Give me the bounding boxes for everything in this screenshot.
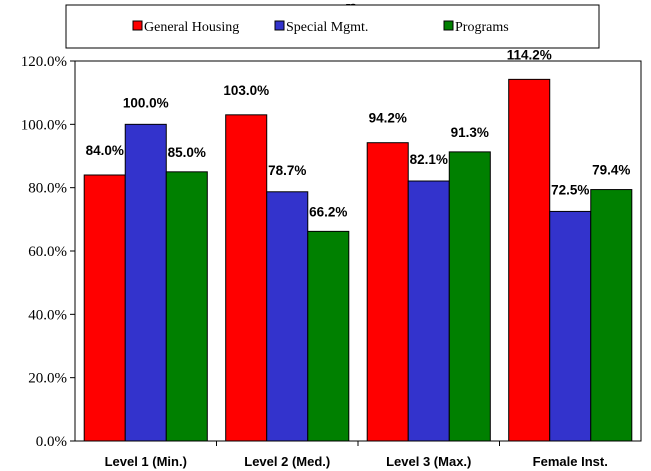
data-label: 103.0% [223,83,269,98]
bar-programs [590,189,633,442]
bar-special-mgmt [407,180,450,442]
data-label: 72.5% [551,182,589,197]
bar-general-housing [225,114,268,442]
bars [83,78,633,442]
x-tick-label: Female Inst. [533,454,608,469]
legend-box [65,4,600,49]
legend-swatch [443,20,454,31]
data-label: 85.0% [168,145,206,160]
bar-special-mgmt [266,191,309,442]
legend: General Housing Special Mgmt. Programs [132,20,509,35]
y-axis: 0.0% 20.0% 40.0% 60.0% 80.0% 100.0% 120.0% [21,54,75,450]
y-tick-label: 60.0% [28,244,67,260]
bar-general-housing [508,78,551,442]
data-label: 100.0% [123,95,169,110]
legend-swatch [274,20,285,31]
data-label: 114.2% [507,47,552,62]
bar-programs [307,230,350,442]
legend-label: Programs [455,20,509,35]
data-label: 79.4% [592,163,630,178]
bar-programs [165,171,208,442]
x-tick-label: Level 1 (Min.) [105,454,187,469]
bar-general-housing [366,142,409,442]
x-tick-label: Level 2 (Med.) [244,454,330,469]
bar-general-housing [83,174,126,442]
y-tick-label: 80.0% [28,181,67,197]
y-tick-label: 100.0% [21,117,67,133]
legend-label: Special Mgmt. [286,20,368,35]
data-label: 66.2% [309,204,347,219]
data-label: 82.1% [410,152,448,167]
data-label: 94.2% [369,111,407,126]
x-tick-label: Level 3 (Max.) [386,454,471,469]
data-label: 78.7% [268,163,306,178]
bar-special-mgmt [549,210,592,442]
data-label: 91.3% [451,125,489,140]
y-tick-label: 40.0% [28,307,67,323]
data-labels: 84.0% 103.0% 94.2% 114.2% 100.0% 78.7% 82.1% 72… [86,47,631,219]
y-tick-label: 20.0% [28,371,67,387]
y-tick-label: 0.0% [36,434,67,450]
data-label: 84.0% [86,143,124,158]
bar-special-mgmt [124,123,167,442]
legend-swatch [132,20,143,31]
bar-programs [448,151,491,442]
x-axis: Level 1 (Min.) Level 2 (Med.) Level 3 (Max… [105,441,608,469]
y-tick-label: 120.0% [21,54,67,70]
legend-label: General Housing [144,20,239,35]
